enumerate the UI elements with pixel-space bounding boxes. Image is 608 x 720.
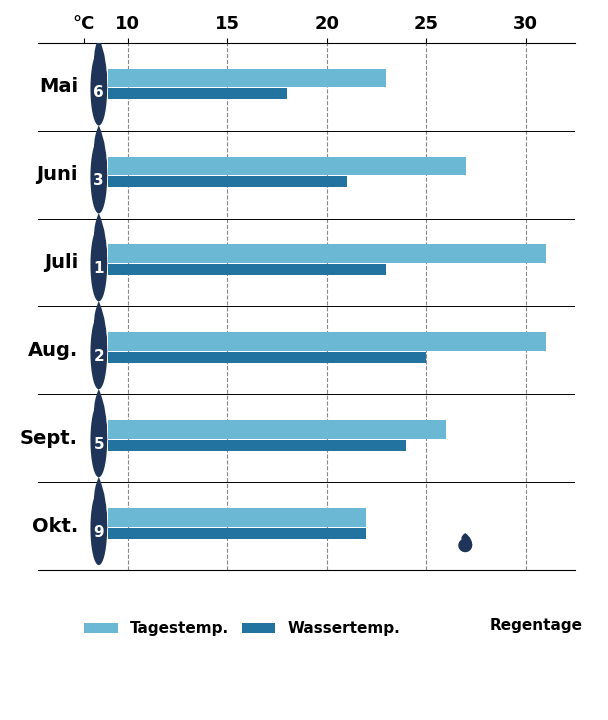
PathPatch shape: [91, 301, 107, 390]
Bar: [108, 245, 545, 263]
Bar: [108, 156, 466, 175]
PathPatch shape: [91, 213, 107, 302]
PathPatch shape: [91, 477, 107, 565]
Text: Juli: Juli: [44, 253, 78, 272]
Bar: [108, 440, 406, 451]
Text: Okt.: Okt.: [32, 517, 78, 536]
Bar: [108, 68, 386, 87]
Bar: [108, 333, 545, 351]
Text: 3: 3: [94, 173, 104, 188]
Text: 6: 6: [94, 85, 104, 100]
Text: 1: 1: [94, 261, 104, 276]
PathPatch shape: [91, 389, 107, 477]
Bar: [108, 352, 426, 363]
Text: Mai: Mai: [39, 77, 78, 96]
Legend: Tagestemp., Wassertemp.: Tagestemp., Wassertemp.: [85, 621, 400, 636]
Text: Sept.: Sept.: [20, 429, 78, 448]
Text: Regentage: Regentage: [489, 618, 582, 633]
Text: 5: 5: [94, 437, 104, 451]
Bar: [108, 508, 367, 527]
Bar: [108, 264, 386, 275]
Text: 9: 9: [94, 525, 104, 540]
Text: 2: 2: [94, 349, 104, 364]
Text: Aug.: Aug.: [27, 341, 78, 360]
Bar: [108, 528, 367, 539]
Text: Juni: Juni: [36, 165, 78, 184]
PathPatch shape: [91, 37, 107, 125]
Bar: [108, 420, 446, 438]
Bar: [108, 88, 287, 99]
PathPatch shape: [91, 125, 107, 214]
Bar: [108, 176, 347, 187]
